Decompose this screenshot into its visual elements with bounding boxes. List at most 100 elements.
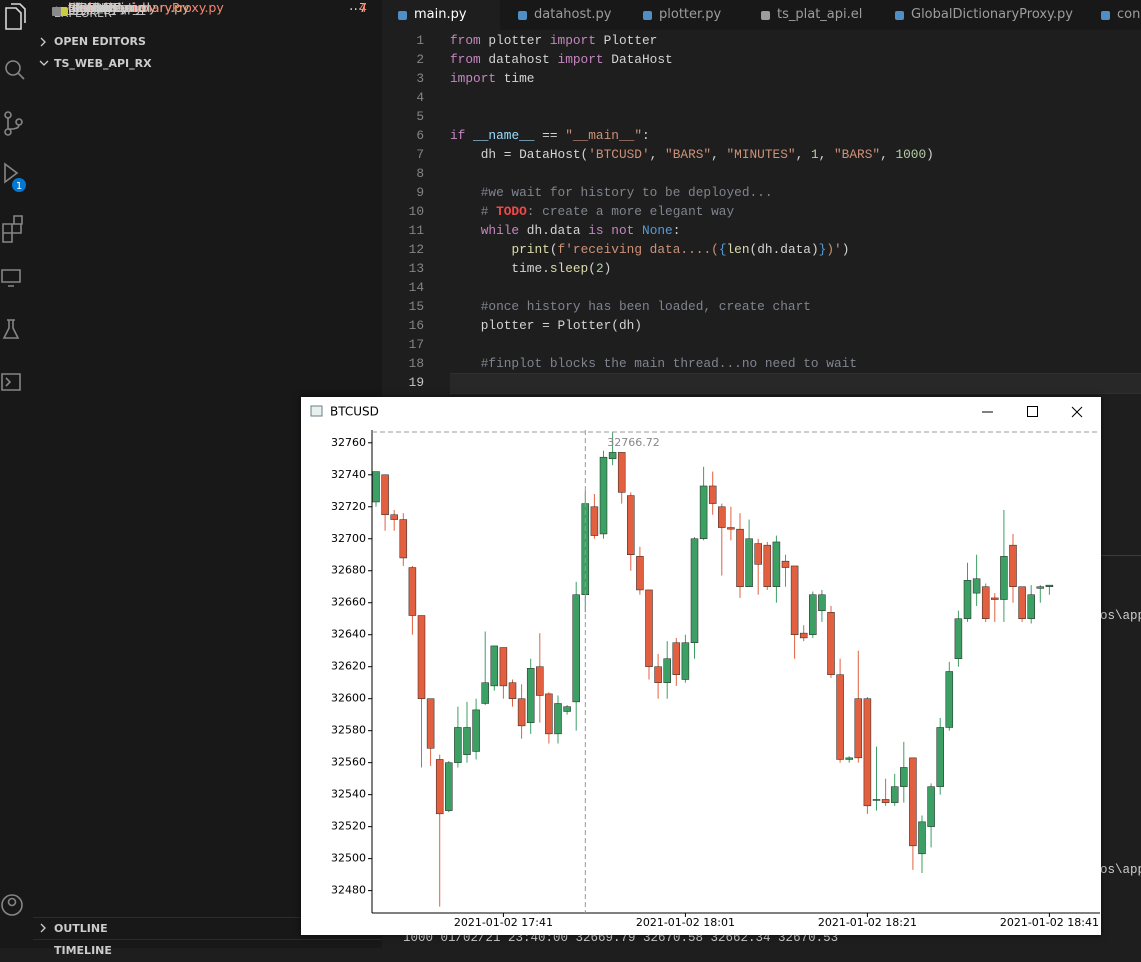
y-tick-label: 32560 (331, 756, 366, 769)
tab-icon (518, 11, 527, 20)
code-token: 1 (810, 147, 819, 162)
code-token: , (649, 147, 666, 162)
y-tick-label: 32740 (331, 468, 366, 481)
candle-body (645, 589, 653, 667)
code-token: Plotter (595, 33, 658, 48)
candle-body (718, 506, 726, 528)
tab-icon (643, 11, 652, 20)
line-number: 15 (408, 299, 424, 314)
code-token: #we wait for history to be deployed... (450, 185, 773, 200)
candle-body (809, 594, 817, 635)
code-line: # TODO: create a more elegant way (450, 202, 734, 221)
y-tick-label: 32700 (331, 532, 366, 545)
file-name: datahost.py (68, 0, 143, 15)
y-tick-label: 32620 (331, 660, 366, 673)
file-name: .vscode (68, 0, 117, 15)
activity-bar: 1 (0, 0, 33, 948)
code-token: plotter = Plotter(dh) (450, 318, 642, 333)
code-token: import (450, 71, 497, 86)
y-tick-label: 32580 (331, 724, 366, 737)
code-token: datahost (480, 52, 558, 67)
code-token: } (818, 242, 827, 257)
tab[interactable]: con (1085, 0, 1141, 30)
candle-body (426, 698, 435, 749)
code-token: "__main__" (565, 128, 642, 143)
code-token: dh = DataHost( (450, 147, 589, 162)
file-name: GlobalDictionaryProxy.py (68, 0, 224, 15)
test-icon[interactable] (2, 319, 20, 339)
code-token: #finplot blocks the main thread...no nee… (450, 356, 858, 371)
close-button[interactable] (1071, 406, 1083, 418)
explorer-icon[interactable] (5, 3, 26, 30)
code-token: "MINUTES" (726, 147, 796, 162)
candle-body (417, 615, 426, 699)
search-icon[interactable] (5, 60, 21, 76)
tab[interactable]: main.py (382, 0, 500, 30)
open-editors-header[interactable]: OPEN EDITORS (54, 35, 146, 48)
line-number: 10 (408, 204, 424, 219)
tab[interactable]: ts_plat_api.el (745, 0, 877, 30)
y-tick-label: 32680 (331, 564, 366, 577)
outline-header[interactable]: OUTLINE (33, 917, 403, 940)
scm-icon[interactable] (4, 111, 12, 119)
project-header[interactable]: TS_WEB_API_RX (54, 57, 152, 70)
code-token: 1000 (895, 147, 927, 162)
chart-window: BTCUSD 32480 32500 32520 32540 32560 32580 326… (301, 397, 1101, 935)
account-icon[interactable] (0, 890, 33, 920)
code-token: TODO (496, 204, 527, 219)
tab-icon (895, 11, 904, 20)
code-token: f'receiving data....( (557, 242, 719, 257)
window-icon (310, 405, 323, 417)
candle-body (545, 693, 553, 735)
tab[interactable]: datahost.py (502, 0, 625, 30)
tab-label: plotter.py (659, 7, 722, 22)
candle-body (408, 567, 417, 616)
timeline-header[interactable]: TIMELINE (33, 939, 403, 962)
code-token: 2 (595, 261, 604, 276)
candle-body (772, 541, 781, 587)
candle-body (454, 727, 462, 763)
candle-body (991, 597, 999, 600)
maximize-button[interactable] (1027, 406, 1038, 417)
remote-icon[interactable] (1, 269, 21, 287)
candle-body (963, 580, 972, 619)
file-badge: 7 (359, 0, 367, 15)
candle-body (909, 757, 917, 847)
code-token: dh.data (519, 223, 589, 238)
candle-body (1027, 594, 1035, 619)
extensions-icon[interactable] (2, 215, 23, 243)
file-name: plotter.py (68, 0, 128, 15)
code-token: ( (588, 261, 596, 276)
line-number: 18 (408, 356, 424, 371)
candle-body (927, 786, 935, 827)
terminal-icon[interactable] (1, 373, 21, 391)
line-number: 19 (408, 375, 424, 390)
code-token: None (642, 223, 673, 238)
candle-body (945, 671, 954, 728)
tab[interactable]: GlobalDictionaryProxy.py (879, 0, 1083, 30)
candle-body (954, 618, 963, 659)
code-token: while (480, 223, 520, 238)
tab[interactable]: plotter.py (627, 0, 743, 30)
line-number: 8 (416, 166, 424, 181)
candle-body (827, 612, 835, 675)
window-title: BTCUSD (330, 405, 379, 419)
outline-chevron (40, 923, 46, 933)
run-icon[interactable] (4, 162, 19, 184)
x-tick-label: 2021-01-02 18:01 (636, 916, 735, 929)
candle-body (900, 767, 908, 787)
line-number: 4 (416, 90, 424, 105)
line-number: 12 (408, 242, 424, 257)
code-token: DataHost (603, 52, 673, 67)
candle-body (590, 506, 599, 536)
y-tick-label: 32660 (331, 596, 366, 609)
candle-body (863, 698, 872, 807)
candle-body (1009, 544, 1017, 587)
line-number: 14 (408, 280, 424, 295)
candle-body (672, 642, 681, 675)
tab-icon (398, 11, 407, 20)
more-actions[interactable]: ··· (349, 2, 363, 18)
code-token: import (549, 33, 596, 48)
code-token (634, 223, 642, 238)
